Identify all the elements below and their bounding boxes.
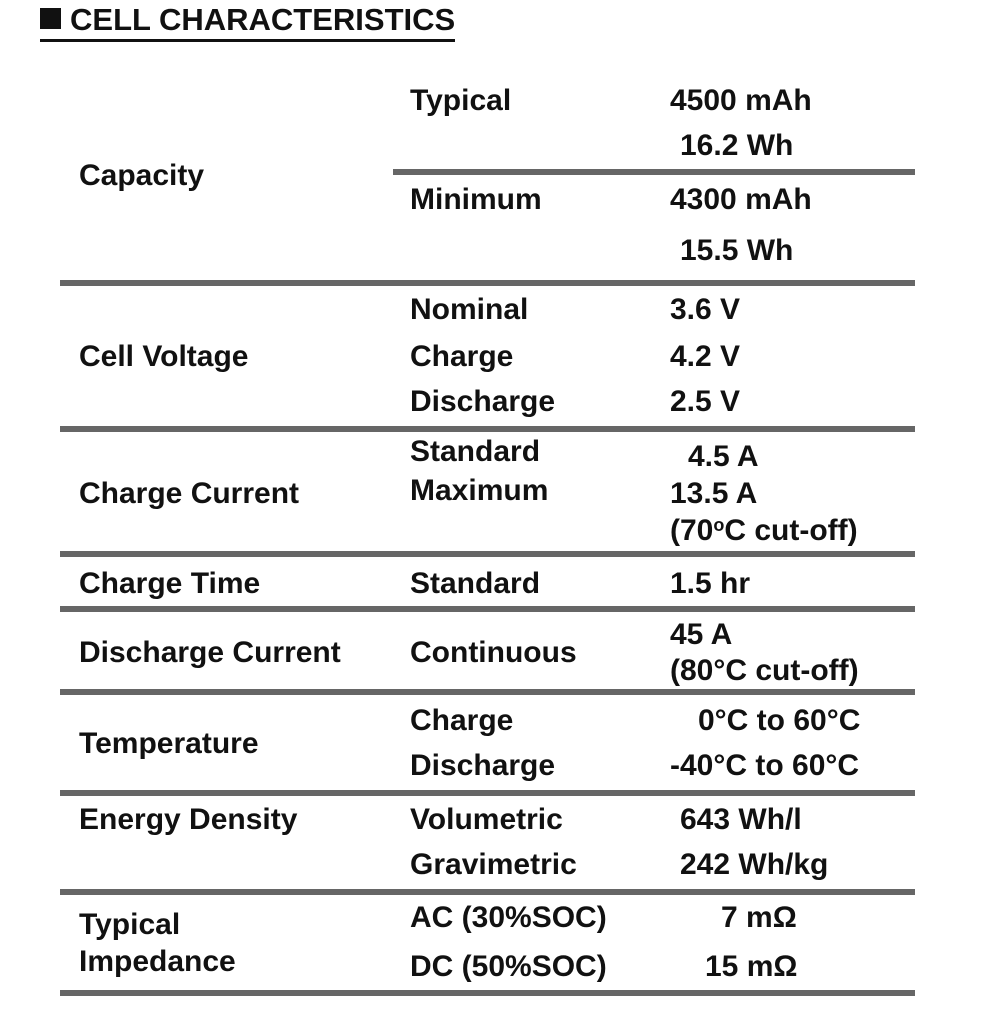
row-divider (60, 889, 915, 895)
voltage-charge-label: Charge (410, 340, 514, 373)
table-bottom-border (60, 990, 915, 996)
energy-gravimetric-label: Gravimetric (410, 848, 577, 881)
capacity-typical-mah: 4500 mAh (670, 84, 812, 117)
temperature-discharge-label: Discharge (410, 749, 556, 782)
energy-volumetric-value: 643 Wh/l (680, 803, 802, 836)
charge-current-standard-value: 4.5 A (688, 440, 759, 473)
impedance-label-line1: Typical (79, 908, 181, 941)
energy-gravimetric-value: 242 Wh/kg (680, 848, 829, 881)
energy-density-label: Energy Density (79, 803, 298, 836)
charge-current-standard-label: Standard (410, 435, 541, 468)
row-divider (60, 606, 915, 612)
capacity-minimum-mah: 4300 mAh (670, 183, 812, 216)
row-divider (60, 790, 915, 796)
impedance-ac-label: AC (30%SOC) (410, 901, 607, 934)
capacity-minimum-wh: 15.5 Wh (680, 234, 794, 267)
temperature-discharge-value: -40°C to 60°C (670, 749, 860, 782)
square-bullet-icon (40, 8, 61, 29)
capacity-label: Capacity (79, 159, 205, 192)
charge-current-maximum-value: 13.5 A (670, 477, 758, 510)
impedance-dc-value: 15 mΩ (705, 950, 798, 983)
energy-volumetric-label: Volumetric (410, 803, 563, 836)
capacity-minimum-label: Minimum (410, 183, 542, 216)
voltage-nominal-value: 3.6 V (670, 293, 741, 326)
row-divider (60, 426, 915, 432)
charge-current-maximum-label: Maximum (410, 474, 549, 507)
temperature-label: Temperature (79, 727, 259, 760)
temperature-charge-label: Charge (410, 704, 514, 737)
impedance-label-line2: Impedance (79, 945, 236, 978)
discharge-continuous-label: Continuous (410, 636, 577, 669)
discharge-cutoff: (80°C cut-off) (670, 654, 859, 687)
row-divider (60, 551, 915, 557)
capacity-sub-divider (393, 169, 915, 175)
charge-current-cutoff: (70oC cut-off) (670, 514, 858, 547)
temperature-charge-value: 0°C to 60°C (698, 704, 861, 737)
discharge-continuous-value: 45 A (670, 618, 733, 651)
impedance-dc-label: DC (50%SOC) (410, 950, 607, 983)
voltage-nominal-label: Nominal (410, 293, 529, 326)
section-title-text: CELL CHARACTERISTICS (70, 2, 456, 37)
voltage-discharge-label: Discharge (410, 385, 556, 418)
impedance-ac-value: 7 mΩ (721, 901, 797, 934)
capacity-typical-label: Typical (410, 84, 512, 117)
section-title: CELL CHARACTERISTICS (40, 2, 456, 42)
charge-time-label: Charge Time (79, 567, 261, 600)
discharge-current-label: Discharge Current (79, 636, 341, 669)
charge-time-standard-value: 1.5 hr (670, 567, 751, 600)
voltage-charge-value: 4.2 V (670, 340, 741, 373)
row-divider (60, 689, 915, 695)
voltage-discharge-value: 2.5 V (670, 385, 741, 418)
row-divider (60, 280, 915, 286)
capacity-typical-wh: 16.2 Wh (680, 129, 794, 162)
charge-current-label: Charge Current (79, 477, 300, 510)
charge-time-standard-label: Standard (410, 567, 541, 600)
cell-voltage-label: Cell Voltage (79, 340, 249, 373)
